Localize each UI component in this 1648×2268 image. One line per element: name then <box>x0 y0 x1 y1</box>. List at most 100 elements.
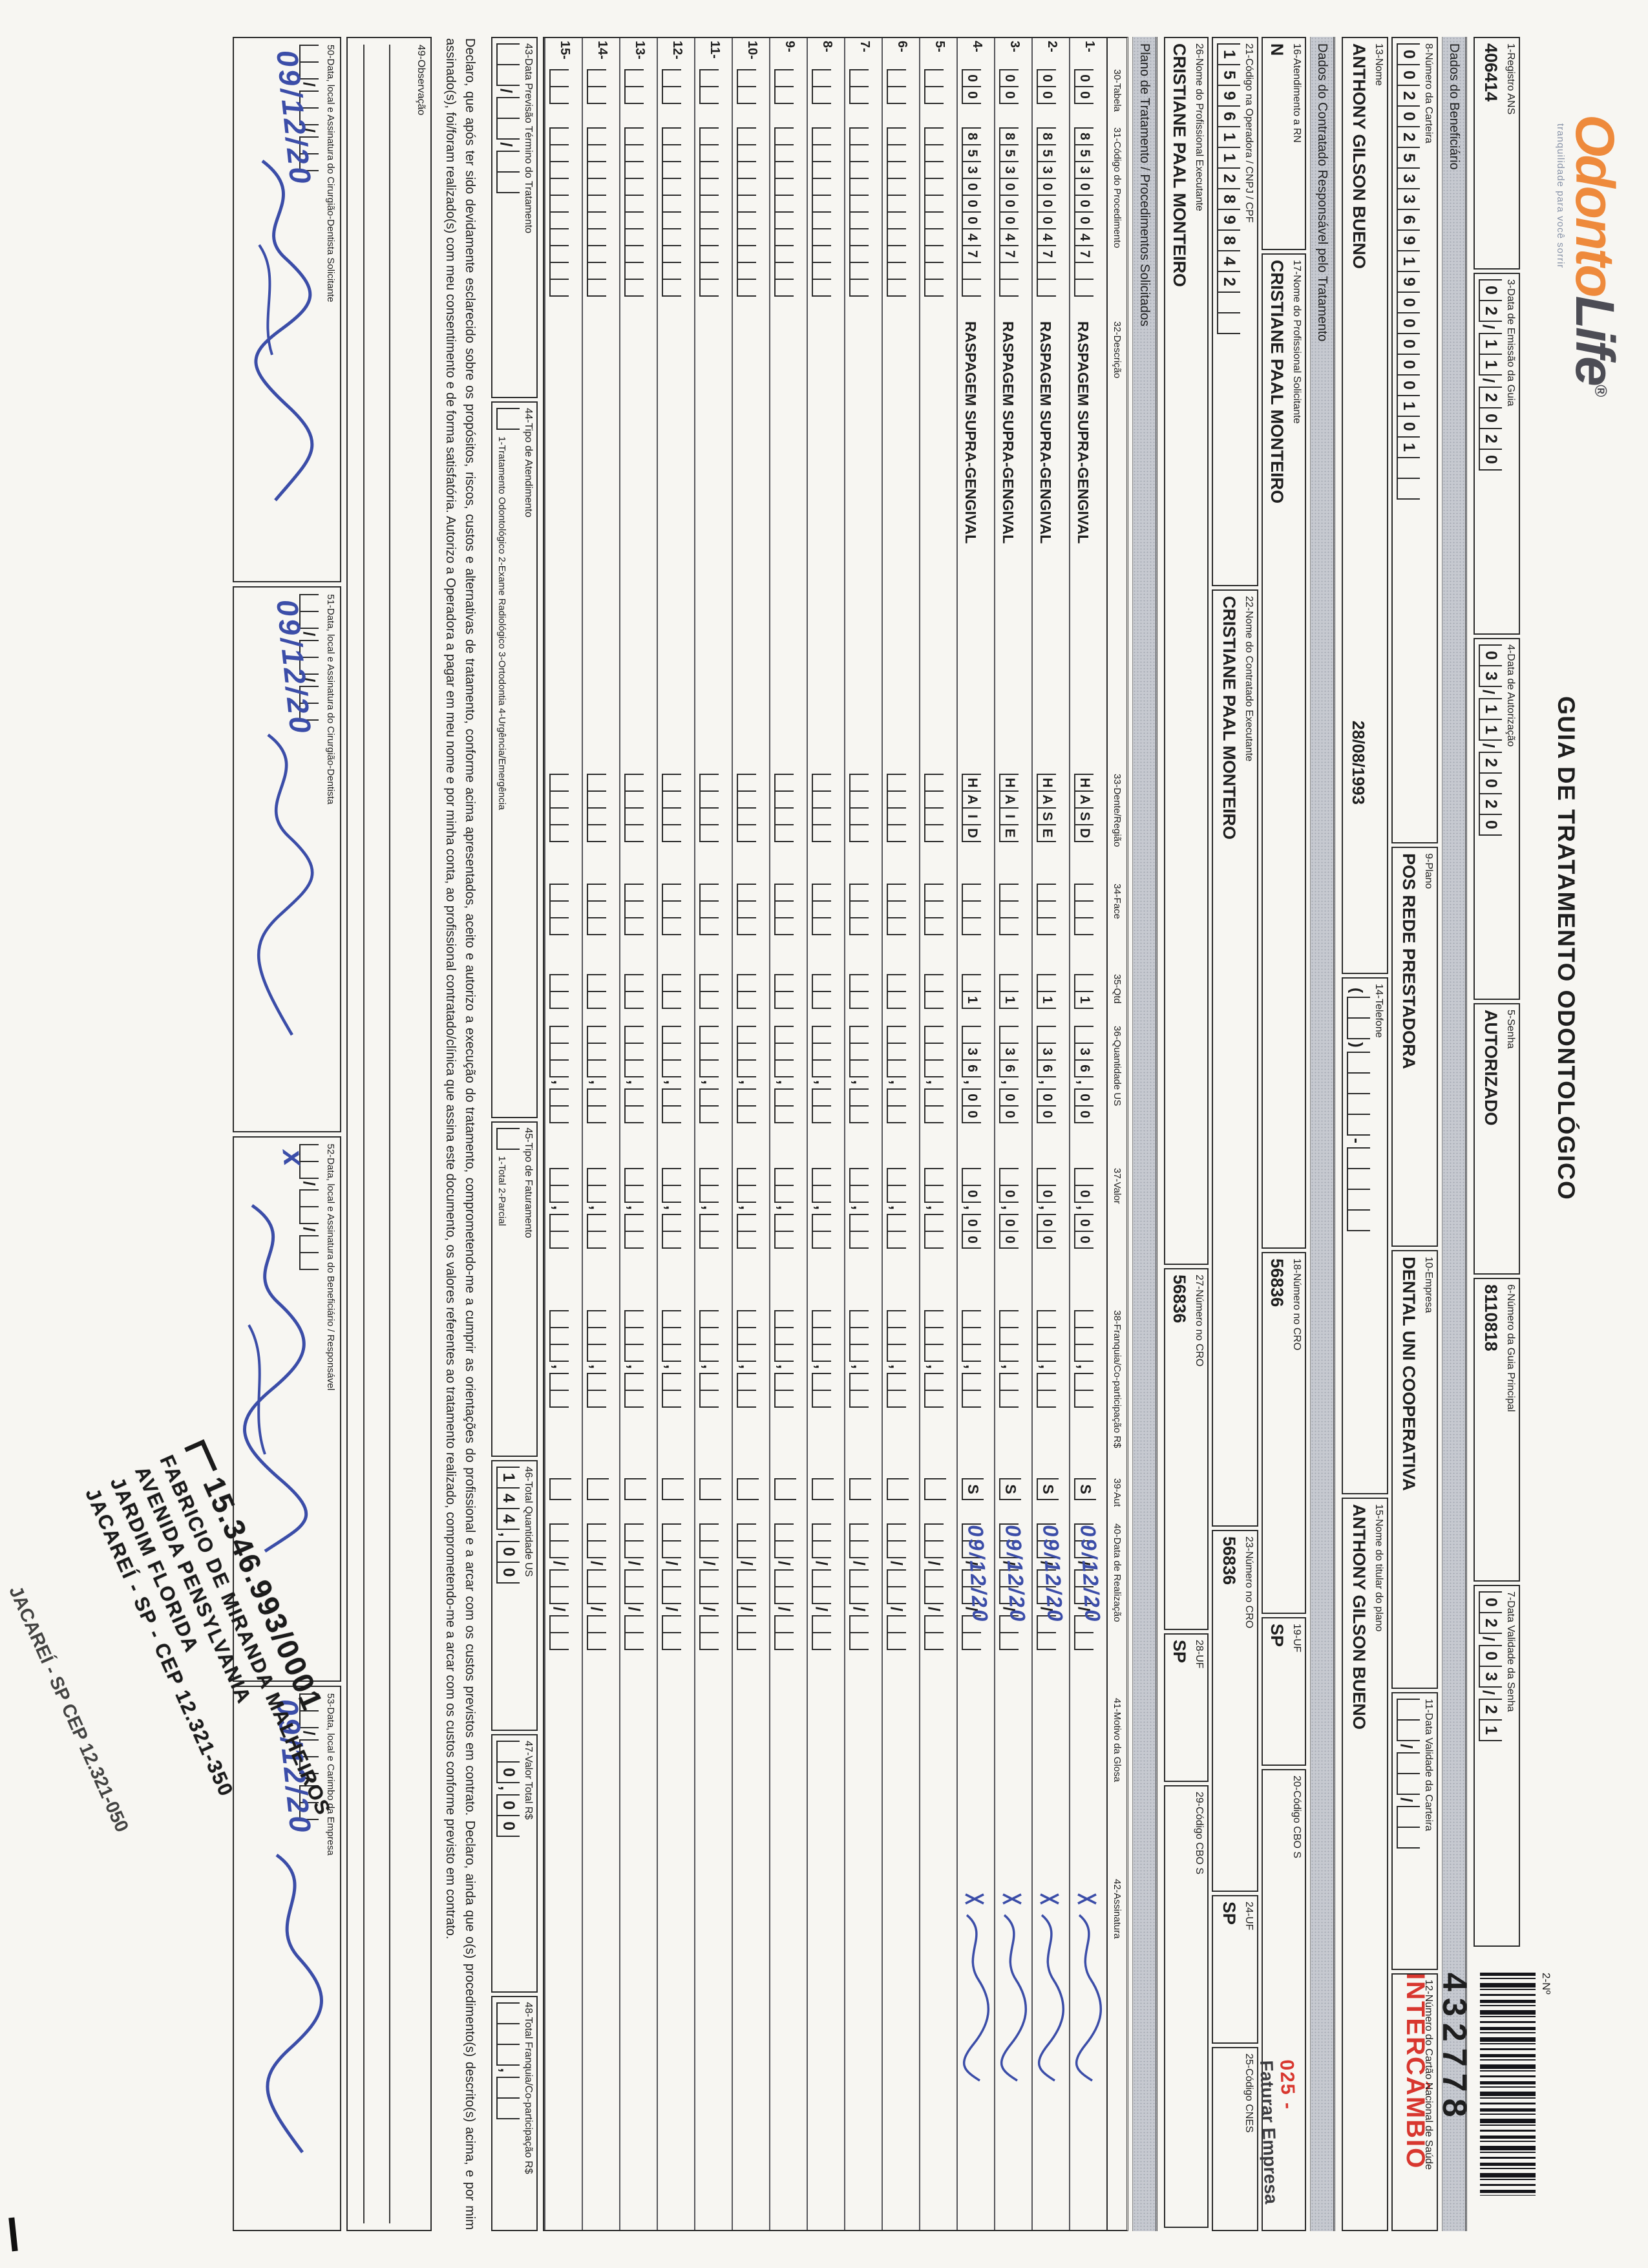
comb-cell <box>887 1310 906 1328</box>
qtd-value-comb <box>549 974 573 1009</box>
dente-regiao-value-comb <box>849 774 872 842</box>
comb-cell <box>737 245 756 263</box>
comb-cell <box>737 1327 756 1345</box>
comb-cell <box>699 1059 719 1077</box>
col-descricao: 32-Descrição <box>1112 321 1123 379</box>
comb-cell <box>1074 1310 1093 1328</box>
comb-cell: 0 <box>1037 178 1056 196</box>
comb-cell <box>587 824 606 842</box>
face-value-comb <box>774 884 798 935</box>
row-contratado-1: 16-Atendimento a RN N 17-Nome do Profiss… <box>1256 37 1306 2231</box>
col-assinatura: 42-Assinatura <box>1112 1879 1123 1939</box>
comb-cell <box>812 228 831 246</box>
row-number: 3- <box>1008 41 1022 52</box>
comb-cell <box>549 1372 569 1391</box>
comb-separator: , <box>662 1080 681 1085</box>
handwritten-x: x <box>276 1147 312 1170</box>
comb-cell <box>737 1105 756 1123</box>
comb-cell <box>849 144 869 162</box>
comb-cell <box>849 195 869 213</box>
data-realizacao-value: / / <box>620 1521 657 1695</box>
aut-value: S <box>995 1476 1031 1521</box>
comb-cell <box>549 974 569 992</box>
comb-cell <box>662 824 681 842</box>
comb-cell <box>624 774 644 792</box>
comb-cell <box>587 1372 606 1391</box>
comb-cell <box>737 1372 756 1391</box>
aut-box <box>699 1478 721 1500</box>
comb-cell <box>587 1389 606 1408</box>
comb-cell <box>1037 1372 1056 1391</box>
codigo-procedimento-value <box>545 125 582 319</box>
comb-cell: 0 <box>1397 374 1420 396</box>
aut-box <box>737 1478 759 1500</box>
comb-cell: 2 <box>1397 85 1420 107</box>
valor-value-comb: , <box>849 1168 872 1249</box>
comb-cell <box>624 991 644 1009</box>
comb-cell <box>1347 1147 1370 1169</box>
comb-cell: S <box>1074 807 1093 825</box>
comb-cell <box>962 1615 981 1633</box>
comb-cell <box>549 884 569 902</box>
comb-separator: / <box>497 89 515 93</box>
comb-cell <box>737 807 756 825</box>
data-realizacao-value: / / <box>545 1521 582 1695</box>
motivo-glosa-value <box>620 1695 657 1876</box>
comb-cell: 9 <box>1397 271 1420 293</box>
comb-cell <box>774 1372 794 1391</box>
comb-cell <box>774 178 794 196</box>
field-assinatura-dentista: 51-Data, local e Assinatura do Cirurgião… <box>233 586 341 1132</box>
comb-cell <box>496 171 520 193</box>
valor-value: , <box>808 1165 844 1308</box>
quantidade-us-value: , <box>883 1023 919 1165</box>
comb-cell: 0 <box>1479 279 1502 301</box>
dente-regiao-value <box>695 771 732 881</box>
comb-cell <box>812 1569 831 1587</box>
field-data-autorizacao: 4-Data de Autorização 0 3/1 1/2 0 2 0 <box>1474 638 1520 1000</box>
comb-cell: 0 <box>1479 813 1502 836</box>
col-quantidade-us: 36-Quantidade US <box>1112 1026 1123 1107</box>
assinatura-cell <box>920 1876 956 2232</box>
comb-cell <box>812 1523 831 1542</box>
comb-separator: / <box>850 1561 868 1565</box>
comb-cell <box>1074 262 1093 280</box>
face-value-comb <box>699 884 723 935</box>
comb-separator: , <box>1037 1205 1055 1210</box>
comb-cell: 0 <box>999 195 1019 213</box>
comb-cell <box>699 1185 719 1203</box>
comb-cell <box>737 900 756 918</box>
comb-cell <box>737 1059 756 1077</box>
comb-cell <box>887 161 906 179</box>
motivo-glosa-value <box>920 1695 956 1876</box>
quantidade-us-value-comb: , <box>662 1026 685 1123</box>
comb-cell: 1 <box>1397 250 1420 272</box>
comb-separator: ( <box>1347 988 1366 993</box>
comb-cell <box>737 884 756 902</box>
comb-separator: / <box>1397 1797 1415 1803</box>
comb-cell: H <box>962 774 981 792</box>
comb-cell: 3 <box>999 1043 1019 1061</box>
valor-value-comb: , <box>737 1168 760 1249</box>
comb-cell <box>849 1105 869 1123</box>
quantidade-us-value: , <box>695 1023 732 1165</box>
row-number: 9- <box>783 41 798 52</box>
comb-cell: 0 <box>1397 312 1420 334</box>
assinatura-cell <box>733 1876 769 2232</box>
comb-cell <box>1037 974 1056 992</box>
comb-cell <box>549 1213 569 1232</box>
tabela-value <box>845 67 882 125</box>
franquia-value-comb: , <box>924 1310 947 1408</box>
comb-cell <box>662 1569 681 1587</box>
field-empresa: 10-Empresa DENTAL UNI COOPERATIVA <box>1391 1250 1438 1690</box>
comb-cell <box>774 917 794 935</box>
comb-cell <box>699 790 719 809</box>
comb-cell <box>849 1327 869 1345</box>
comb-separator: / <box>1075 1606 1093 1611</box>
data-realizacao-value-comb: / / <box>887 1523 910 1650</box>
face-value-comb <box>587 884 610 935</box>
